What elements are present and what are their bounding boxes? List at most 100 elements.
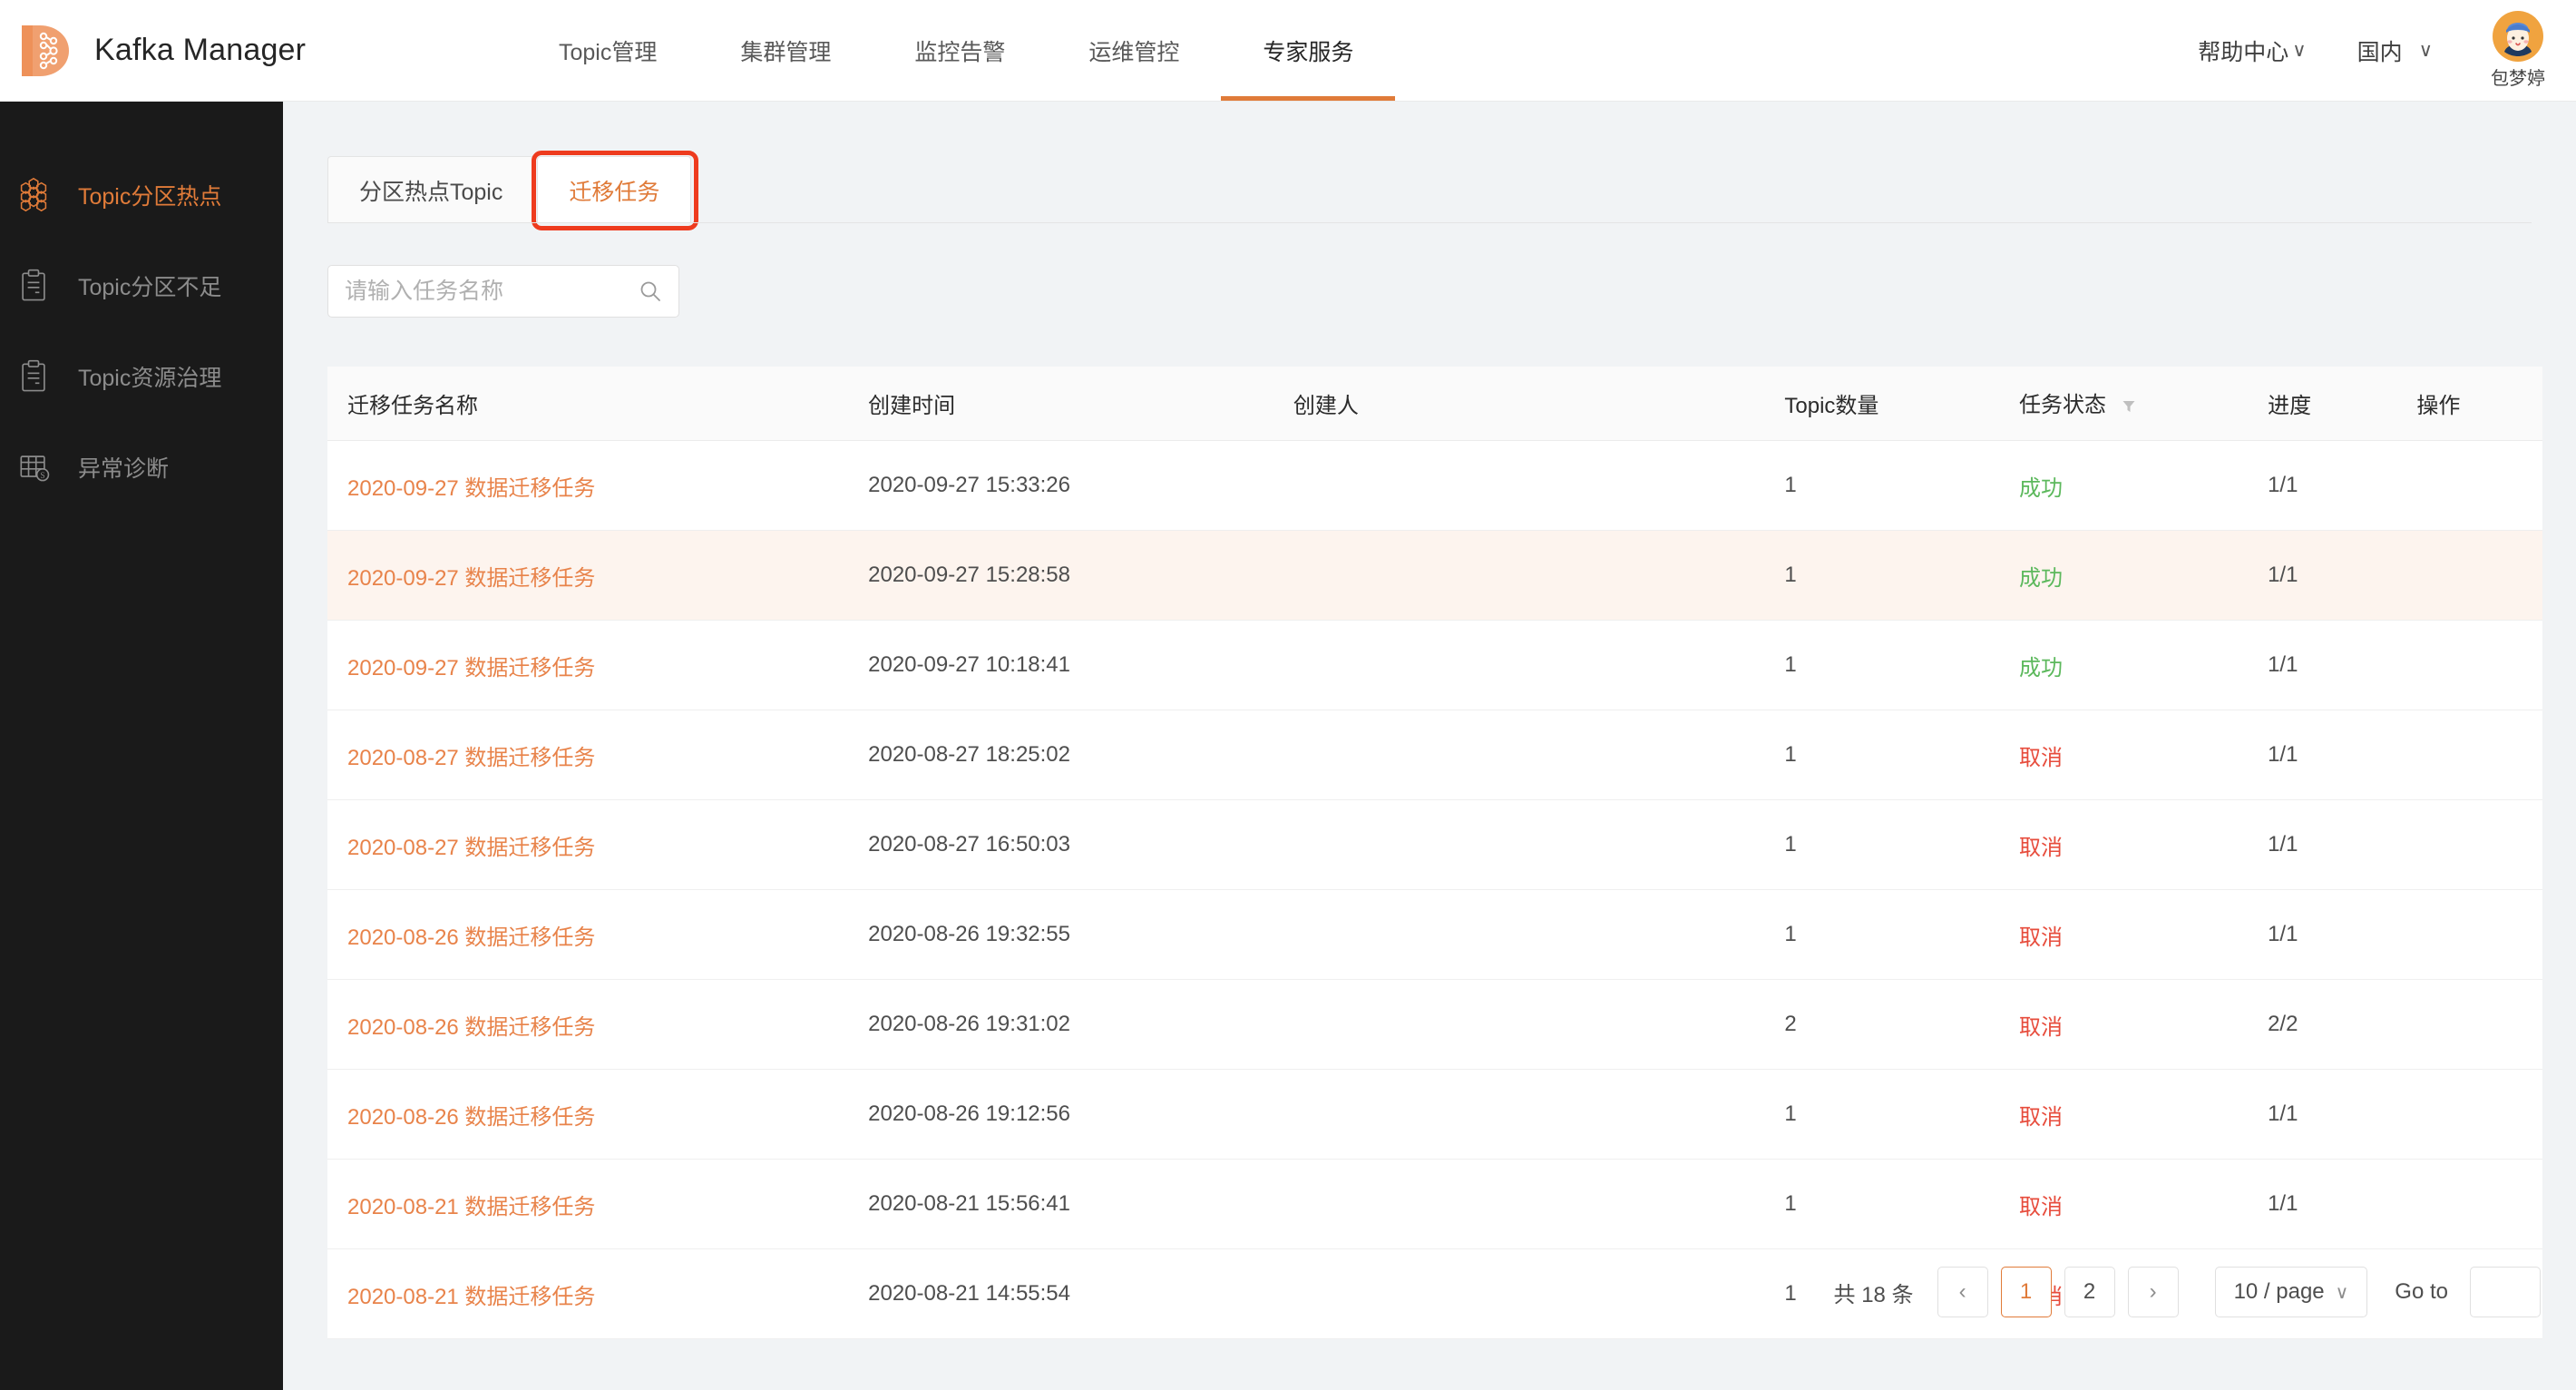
cell-time-text: 2020-08-26 19:12:56: [868, 1101, 1070, 1126]
topnav-item-expert[interactable]: 专家服务: [1221, 0, 1396, 101]
topnav-item-ops[interactable]: 运维管控: [1088, 39, 1180, 65]
cell-prog-text: 2/2: [2268, 1012, 2298, 1036]
goto-page-input-wrapper[interactable]: [2470, 1267, 2541, 1317]
search-input[interactable]: [345, 278, 639, 305]
cell-count-text: 1: [1784, 1281, 1797, 1306]
cell-name[interactable]: 2020-09-27 数据迁移任务: [327, 650, 868, 681]
table-row[interactable]: 2020-08-26 数据迁移任务 2020-08-26 19:32:55 1 取消 1…: [327, 890, 2542, 980]
table-row[interactable]: 2020-08-27 数据迁移任务 2020-08-27 16:50:03 1 取消 1…: [327, 800, 2542, 890]
cell-status-text: 取消: [2019, 835, 2064, 860]
cell-name[interactable]: 2020-08-27 数据迁移任务: [327, 829, 868, 861]
chevron-down-icon: ∨: [2292, 40, 2307, 61]
topnav-item-cluster[interactable]: 集群管理: [740, 39, 832, 65]
cell-time-text: 2020-09-27 10:18:41: [868, 652, 1070, 677]
table-row[interactable]: 2020-09-27 数据迁移任务 2020-09-27 10:18:41 1 成功 1…: [327, 621, 2542, 710]
cell-creator: [1293, 742, 1785, 768]
cell-name[interactable]: 2020-08-21 数据迁移任务: [327, 1278, 868, 1310]
cell-name-text: 2020-08-21 数据迁移任务: [347, 1194, 596, 1219]
cell-status-text: 取消: [2019, 1104, 2064, 1130]
cell-name[interactable]: 2020-08-26 数据迁移任务: [327, 919, 868, 951]
cell-name[interactable]: 2020-08-26 数据迁移任务: [327, 1009, 868, 1041]
cell-name-text: 2020-09-27 数据迁移任务: [347, 655, 596, 680]
cell-count-text: 1: [1784, 742, 1797, 767]
cell-count-text: 1: [1784, 473, 1797, 497]
sidebar-item-topic-partition-hotspot[interactable]: Topic分区热点: [0, 167, 283, 223]
kafka-manager-logo-icon: [16, 22, 74, 80]
pagination-page-2[interactable]: 2: [2064, 1267, 2115, 1317]
tab-migration-task-wrapper: 迁移任务: [532, 151, 699, 230]
table-row[interactable]: 2020-08-21 数据迁移任务 2020-08-21 15:56:41 1 取消 1…: [327, 1160, 2542, 1249]
cell-name[interactable]: 2020-09-27 数据迁移任务: [327, 560, 868, 592]
cell-prog-text: 1/1: [2268, 922, 2298, 946]
cell-count: 1: [1784, 1281, 2019, 1307]
table-row[interactable]: 2020-09-27 数据迁移任务 2020-09-27 15:33:26 1 成功 1…: [327, 441, 2542, 531]
cell-prog: 1/1: [2268, 742, 2416, 768]
search-box[interactable]: [327, 265, 679, 318]
cell-name[interactable]: 2020-08-27 数据迁移任务: [327, 739, 868, 771]
pagination-next-button[interactable]: ›: [2127, 1267, 2179, 1317]
sidebar: Topic分区热点 Topic分区不足 Topic资源治理: [0, 102, 283, 1390]
cell-time-text: 2020-08-21 15:56:41: [868, 1191, 1070, 1216]
sidebar-item-label: Topic分区热点: [78, 184, 222, 210]
table-row[interactable]: 2020-09-27 数据迁移任务 2020-09-27 15:28:58 1 成功 1…: [327, 531, 2542, 621]
app-title: Kafka Manager: [94, 33, 307, 67]
cell-time-text: 2020-08-26 19:31:02: [868, 1012, 1070, 1036]
cell-time: 2020-08-26 19:31:02: [868, 1012, 1293, 1037]
goto-page-input[interactable]: [2471, 1268, 2540, 1317]
sidebar-item-topic-partition-insufficient[interactable]: Topic分区不足: [0, 258, 283, 314]
table-row[interactable]: 2020-08-26 数据迁移任务 2020-08-26 19:12:56 1 取消 1…: [327, 1070, 2542, 1160]
table-row[interactable]: 2020-08-26 数据迁移任务 2020-08-26 19:31:02 2 取消 2…: [327, 980, 2542, 1070]
cell-status: 取消: [2019, 739, 2268, 771]
cell-name-text: 2020-08-26 数据迁移任务: [347, 1104, 596, 1130]
cell-name[interactable]: 2020-08-21 数据迁移任务: [327, 1189, 868, 1220]
cell-time: 2020-09-27 15:28:58: [868, 563, 1293, 588]
cell-status: 成功: [2019, 470, 2268, 502]
page-size-selector[interactable]: 10 / page ∨: [2214, 1267, 2368, 1317]
cell-prog: 1/1: [2268, 473, 2416, 498]
cell-count: 1: [1784, 652, 2019, 678]
cell-time-text: 2020-08-21 14:55:54: [868, 1281, 1070, 1306]
cell-creator: [1293, 1012, 1785, 1037]
header-right: 帮助中心 ∨ 国内 ∨ 包梦: [2172, 0, 2576, 101]
cell-name-text: 2020-09-27 数据迁移任务: [347, 565, 596, 591]
tab-hotspot-topic[interactable]: 分区热点Topic: [327, 156, 535, 223]
region-selector[interactable]: 国内 ∨: [2332, 34, 2458, 67]
tab-migration-task[interactable]: 迁移任务: [537, 156, 692, 223]
cell-name-text: 2020-08-26 数据迁移任务: [347, 925, 596, 950]
column-header-creator: 创建人: [1293, 394, 1359, 418]
cell-count: 1: [1784, 742, 2019, 768]
cell-prog: 1/1: [2268, 652, 2416, 678]
cell-prog: 1/1: [2268, 563, 2416, 588]
cell-creator: [1293, 563, 1785, 588]
sidebar-item-topic-resource-governance[interactable]: Topic资源治理: [0, 348, 283, 405]
cell-prog-text: 1/1: [2268, 1191, 2298, 1216]
user-menu[interactable]: 包梦婷: [2491, 11, 2545, 90]
column-header-topic-count: Topic数量: [1784, 394, 1879, 418]
column-header-task-status: 任务状态: [2019, 387, 2268, 420]
cell-status-text: 取消: [2019, 1014, 2064, 1040]
cell-count: 1: [1784, 563, 2019, 588]
topnav-item-monitor[interactable]: 监控告警: [914, 39, 1006, 65]
cell-time: 2020-09-27 15:33:26: [868, 473, 1293, 498]
cell-name[interactable]: 2020-08-26 数据迁移任务: [327, 1099, 868, 1131]
table-header-row: 迁移任务名称 创建时间 创建人 Topic数量 任务状态 进度 操作: [327, 367, 2542, 441]
cell-name-text: 2020-08-26 数据迁移任务: [347, 1014, 596, 1040]
cell-status-text: 取消: [2019, 1194, 2064, 1219]
cell-prog-text: 1/1: [2268, 832, 2298, 857]
pagination-prev-button[interactable]: ‹: [1937, 1267, 1988, 1317]
topnav-item-topic[interactable]: Topic管理: [559, 39, 658, 65]
pagination: 共 18 条 ‹ 1 2 › 10 / page ∨ Go to: [327, 1267, 2542, 1317]
cell-time: 2020-08-26 19:32:55: [868, 922, 1293, 947]
pagination-page-1[interactable]: 1: [2000, 1267, 2052, 1317]
cell-name[interactable]: 2020-09-27 数据迁移任务: [327, 470, 868, 502]
cell-prog-text: 1/1: [2268, 742, 2298, 767]
help-center-menu[interactable]: 帮助中心 ∨: [2172, 34, 2331, 67]
hexagon-cluster-icon: [13, 174, 54, 216]
cell-count: 1: [1784, 473, 2019, 498]
search-icon[interactable]: [639, 279, 662, 303]
cell-count: 2: [1784, 1012, 2019, 1037]
table-row[interactable]: 2020-08-27 数据迁移任务 2020-08-27 18:25:02 1 取消 1…: [327, 710, 2542, 800]
filter-icon[interactable]: [2122, 395, 2136, 420]
sidebar-item-anomaly-diagnosis[interactable]: S 异常诊断: [0, 439, 283, 495]
cell-creator: [1293, 922, 1785, 947]
